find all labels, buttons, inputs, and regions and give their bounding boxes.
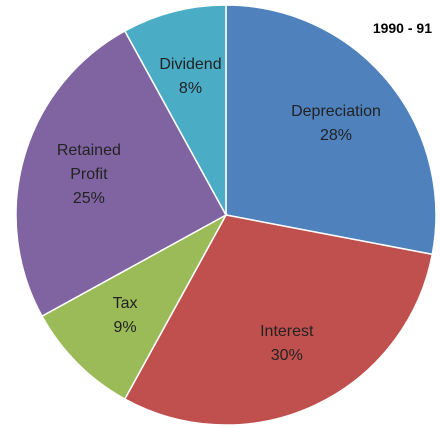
slice-label: Depreciation 28% [286,100,386,148]
category-label: Dividend [159,55,222,73]
slice-label: Interest 30% [237,320,337,368]
value-label: 28% [320,126,353,144]
slice-label: Tax 9% [85,292,165,340]
pie-slice [123,4,227,216]
pie-slice [15,29,228,318]
category-label: Tax [112,294,138,312]
value-label: 9% [113,318,137,336]
category-label: Depreciation [291,102,381,120]
chart-title: 1990 - 91 [372,20,432,36]
value-label: 8% [178,79,203,97]
pie-slice [123,214,434,426]
slice-label: Dividend 8% [150,53,230,101]
value-label: 30% [270,347,303,365]
value-label: 25% [72,190,105,208]
pie-slice [225,4,437,256]
category-label: Retained Profit [56,142,121,184]
slice-label: Retained Profit 25% [39,139,139,211]
category-label: Interest [260,323,314,341]
pie-slice [40,213,228,401]
